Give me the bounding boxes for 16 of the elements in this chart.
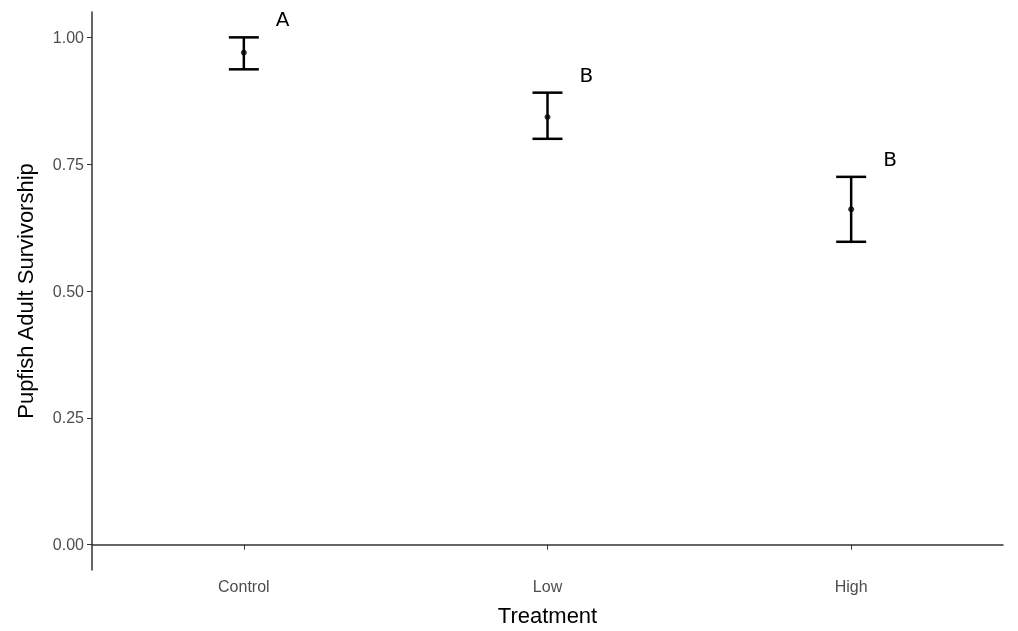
point xyxy=(848,206,855,213)
y-tick-label: 1.00 xyxy=(52,28,85,46)
annotation: A xyxy=(275,7,290,32)
x-tick-label: Low xyxy=(532,577,563,595)
x-axis-title: Treatment xyxy=(497,602,598,628)
point xyxy=(240,49,247,56)
x-tick-label: High xyxy=(834,577,868,595)
point xyxy=(544,114,551,120)
annotation: B xyxy=(883,146,897,171)
annotation: B xyxy=(579,62,594,87)
y-tick-label: 0.00 xyxy=(52,536,85,554)
y-axis-title: Pupfish Adult Survivorship xyxy=(12,163,38,419)
y-tick-label: 0.75 xyxy=(52,155,85,173)
y-tick-label: 0.50 xyxy=(52,282,85,300)
x-tick-label: Control xyxy=(218,577,270,595)
y-tick-label: 0.25 xyxy=(52,409,85,427)
